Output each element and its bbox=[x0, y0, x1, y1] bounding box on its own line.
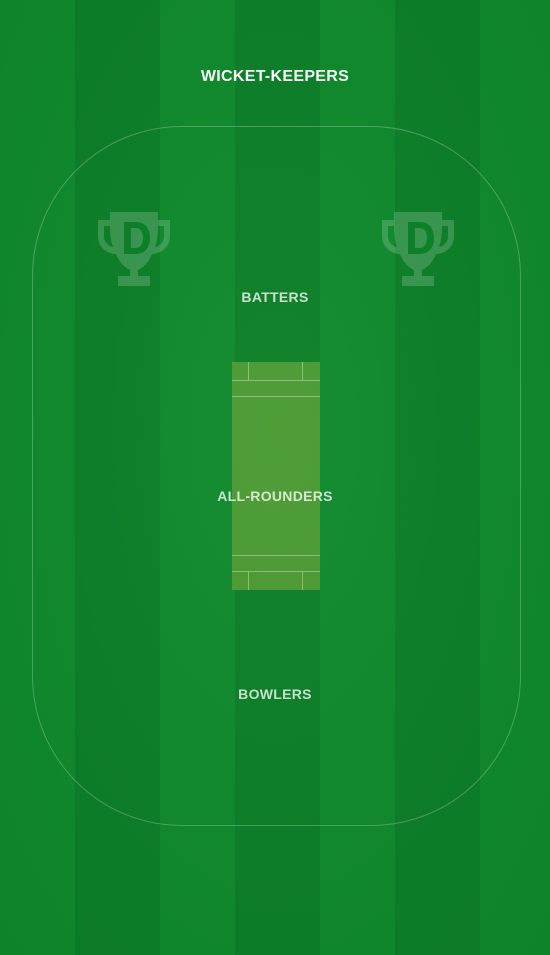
return-crease bbox=[248, 572, 249, 590]
section-label-wicket-keepers: WICKET-KEEPERS bbox=[200, 68, 350, 85]
cricket-pitch bbox=[232, 362, 320, 590]
popping-crease-bottom bbox=[232, 571, 320, 572]
return-crease bbox=[302, 572, 303, 590]
trophy-logo-icon bbox=[382, 212, 454, 286]
return-crease bbox=[248, 362, 249, 380]
bowling-crease-top bbox=[232, 396, 320, 397]
bowling-crease-bottom bbox=[232, 555, 320, 556]
trophy-logo-icon bbox=[98, 212, 170, 286]
popping-crease-top bbox=[232, 380, 320, 381]
return-crease bbox=[302, 362, 303, 380]
section-label-batters: BATTERS bbox=[241, 289, 309, 305]
field-boundary bbox=[32, 126, 521, 826]
section-label-bowlers: BOWLERS bbox=[238, 686, 312, 702]
section-label-all-rounders: ALL-ROUNDERS bbox=[217, 488, 333, 504]
